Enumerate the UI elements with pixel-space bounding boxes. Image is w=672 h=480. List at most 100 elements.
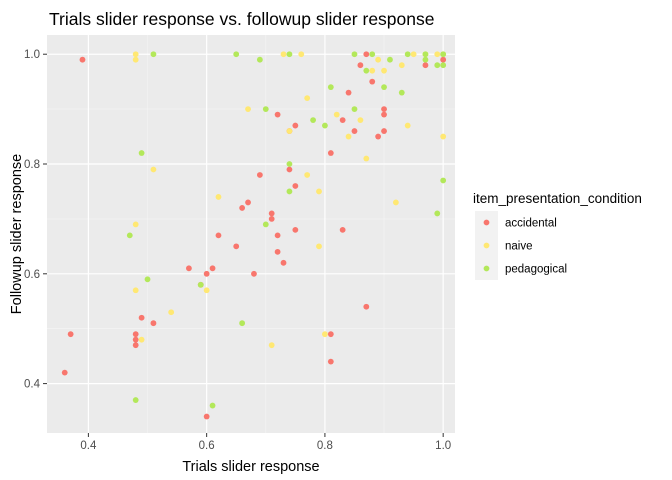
point-naive bbox=[381, 67, 387, 74]
legend-marker-accidental bbox=[483, 219, 490, 226]
point-naive bbox=[316, 188, 322, 195]
point-naive bbox=[132, 51, 139, 58]
point-accidental bbox=[375, 133, 382, 140]
point-accidental bbox=[233, 243, 240, 250]
point-naive bbox=[322, 331, 328, 338]
chart-title: Trials slider response vs. followup slid… bbox=[49, 9, 435, 29]
point-accidental bbox=[274, 248, 281, 255]
point-pedagogical bbox=[381, 84, 387, 91]
point-naive bbox=[363, 155, 370, 162]
point-accidental bbox=[256, 172, 263, 178]
point-accidental bbox=[369, 78, 376, 85]
point-accidental bbox=[203, 413, 210, 420]
point-pedagogical bbox=[422, 51, 429, 58]
point-naive bbox=[286, 128, 293, 134]
point-accidental bbox=[67, 331, 74, 338]
point-pedagogical bbox=[144, 276, 151, 283]
point-naive bbox=[410, 51, 417, 58]
point-naive bbox=[268, 342, 275, 349]
y-tick-label: 1.0 bbox=[24, 49, 40, 61]
point-naive bbox=[245, 106, 251, 113]
point-pedagogical bbox=[369, 51, 376, 58]
point-accidental bbox=[209, 265, 216, 272]
point-naive bbox=[132, 56, 139, 63]
point-accidental bbox=[138, 314, 145, 321]
legend-label-naive: naive bbox=[505, 241, 533, 253]
point-naive bbox=[132, 287, 139, 294]
point-naive bbox=[304, 95, 311, 102]
point-naive bbox=[138, 336, 145, 343]
legend-marker-naive bbox=[483, 242, 490, 249]
point-naive bbox=[316, 243, 322, 250]
point-naive bbox=[168, 309, 175, 316]
point-naive bbox=[369, 67, 376, 74]
point-accidental bbox=[286, 166, 293, 173]
point-pedagogical bbox=[233, 51, 240, 58]
legend-label-pedagogical: pedagogical bbox=[505, 264, 567, 276]
point-pedagogical bbox=[322, 122, 328, 129]
point-pedagogical bbox=[404, 51, 411, 58]
point-pedagogical bbox=[239, 320, 246, 327]
point-naive bbox=[440, 133, 447, 140]
point-naive bbox=[304, 172, 311, 178]
point-pedagogical bbox=[434, 210, 441, 217]
y-tick-label: 0.6 bbox=[24, 269, 40, 281]
point-accidental bbox=[345, 89, 352, 96]
point-accidental bbox=[274, 111, 281, 118]
point-accidental bbox=[363, 51, 370, 58]
point-pedagogical bbox=[440, 177, 447, 184]
point-pedagogical bbox=[387, 56, 393, 63]
point-naive bbox=[392, 199, 399, 206]
point-accidental bbox=[381, 111, 387, 118]
point-naive bbox=[434, 51, 441, 58]
point-accidental bbox=[186, 265, 192, 272]
point-accidental bbox=[150, 320, 157, 327]
point-accidental bbox=[327, 358, 334, 365]
legend: item_presentation_condition accidental na… bbox=[473, 191, 642, 280]
point-accidental bbox=[132, 331, 139, 338]
point-accidental bbox=[132, 336, 139, 343]
point-accidental bbox=[363, 303, 370, 310]
point-pedagogical bbox=[310, 117, 316, 123]
point-accidental bbox=[292, 183, 299, 189]
point-pedagogical bbox=[286, 51, 293, 58]
point-accidental bbox=[215, 232, 222, 239]
point-accidental bbox=[381, 106, 387, 113]
point-naive bbox=[404, 122, 411, 129]
point-pedagogical bbox=[327, 84, 334, 91]
y-axis-ticks: 0.4 0.6 0.8 1.0 bbox=[24, 49, 47, 391]
point-naive bbox=[333, 111, 340, 118]
point-naive bbox=[298, 51, 305, 58]
legend-marker-pedagogical bbox=[483, 265, 490, 272]
point-pedagogical bbox=[351, 106, 358, 113]
point-naive bbox=[375, 56, 382, 63]
y-tick-label: 0.8 bbox=[24, 159, 40, 171]
grid-minor bbox=[47, 35, 455, 433]
y-tick-label: 0.4 bbox=[24, 379, 41, 391]
point-naive bbox=[132, 221, 139, 228]
point-naive bbox=[345, 133, 352, 140]
point-accidental bbox=[280, 259, 287, 266]
legend-title: item_presentation_condition bbox=[473, 191, 642, 206]
point-pedagogical bbox=[126, 232, 133, 239]
point-accidental bbox=[79, 56, 86, 63]
point-accidental bbox=[292, 226, 299, 233]
point-accidental bbox=[274, 232, 281, 239]
point-pedagogical bbox=[434, 62, 441, 69]
point-accidental bbox=[61, 369, 68, 376]
point-naive bbox=[357, 117, 364, 123]
x-axis-ticks: 0.4 0.6 0.8 1.0 bbox=[80, 433, 451, 452]
point-accidental bbox=[440, 56, 447, 63]
data-points bbox=[61, 51, 447, 420]
point-naive bbox=[215, 194, 222, 200]
point-pedagogical bbox=[286, 161, 293, 167]
point-naive bbox=[398, 62, 405, 69]
point-accidental bbox=[422, 62, 429, 69]
point-pedagogical bbox=[150, 51, 157, 58]
point-pedagogical bbox=[351, 51, 358, 58]
point-pedagogical bbox=[286, 188, 293, 195]
point-accidental bbox=[327, 150, 334, 156]
point-accidental bbox=[203, 270, 210, 277]
point-accidental bbox=[132, 342, 139, 349]
